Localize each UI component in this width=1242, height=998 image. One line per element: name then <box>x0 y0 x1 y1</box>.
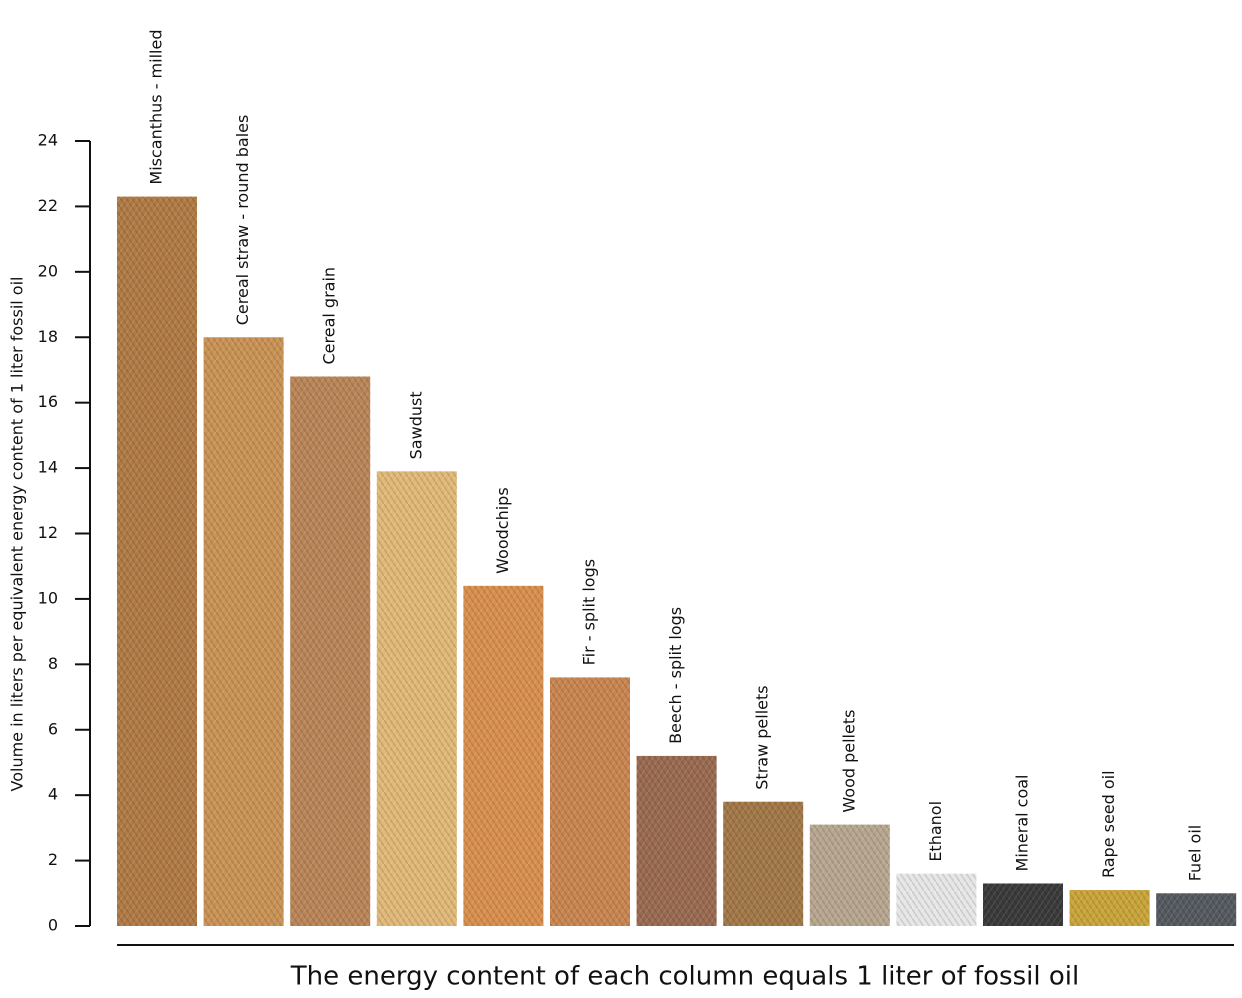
y-tick-label: 12 <box>38 523 58 542</box>
y-tick-label: 18 <box>38 327 58 346</box>
bar-texture <box>809 824 890 926</box>
bar-texture <box>1069 890 1150 926</box>
y-tick-label: 0 <box>48 916 58 935</box>
y-axis-label: Volume in liters per equivalent energy c… <box>8 277 27 792</box>
category-label: Straw pellets <box>753 685 772 789</box>
y-tick-label: 4 <box>48 785 58 804</box>
y-tick-label: 22 <box>38 196 58 215</box>
category-label: Fuel oil <box>1186 825 1205 882</box>
category-label: Woodchips <box>493 487 512 574</box>
category-label: Wood pellets <box>839 710 858 813</box>
y-tick-label: 2 <box>48 850 58 869</box>
category-label: Beech - split logs <box>666 607 685 744</box>
caption: The energy content of each column equals… <box>290 962 1079 992</box>
category-label: Ethanol <box>926 801 945 862</box>
bar-texture <box>203 337 284 926</box>
category-label: Cereal grain <box>320 267 339 365</box>
y-tick-label: 10 <box>38 588 58 607</box>
category-label: Rape seed oil <box>1099 770 1118 878</box>
bar-texture <box>290 376 371 926</box>
bar-texture <box>550 677 630 926</box>
category-label: Miscanthus - milled <box>147 30 166 185</box>
y-tick-label: 20 <box>38 261 58 280</box>
category-label: Cereal straw - round bales <box>233 115 252 326</box>
y-tick-label: 24 <box>38 131 58 150</box>
category-label: Sawdust <box>406 391 425 459</box>
bar-texture <box>117 196 197 926</box>
category-label: Mineral coal <box>1013 774 1032 871</box>
y-tick-label: 16 <box>38 392 58 411</box>
y-tick-label: 6 <box>48 719 58 738</box>
bar-texture <box>1156 893 1237 926</box>
y-tick-label: 8 <box>48 654 58 673</box>
category-label: Fir - split logs <box>580 559 599 665</box>
y-tick-label: 14 <box>38 458 58 477</box>
bar-texture <box>723 801 804 926</box>
bar-texture <box>376 471 457 926</box>
bar-texture <box>983 883 1063 926</box>
bar-texture <box>636 755 717 926</box>
bar-texture <box>896 873 977 926</box>
bar-texture <box>463 585 544 926</box>
